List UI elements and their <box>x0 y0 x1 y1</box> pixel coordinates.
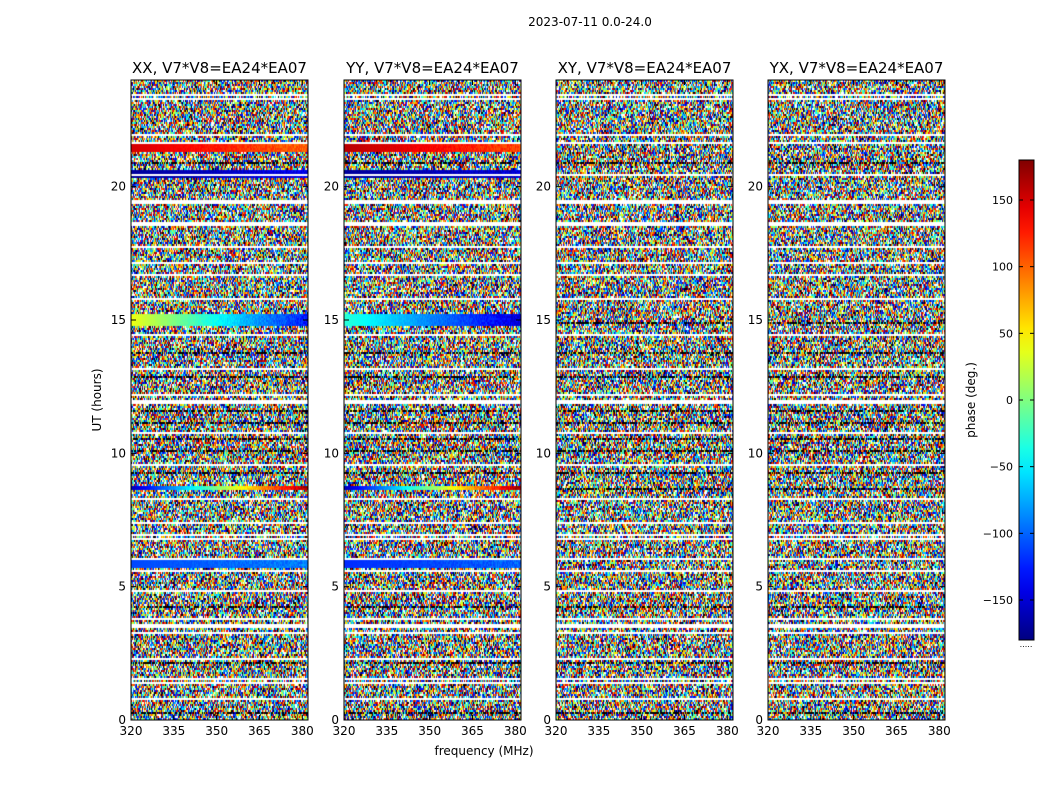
colorbar-tick-label: 0 <box>1006 394 1013 407</box>
panel-title: XY, V7*V8=EA24*EA07 <box>558 59 732 77</box>
panel-frame <box>767 79 946 721</box>
panel-yy: YY, V7*V8=EA24*EA07 320 335 350 365 380 0 5 10 15… <box>324 59 527 738</box>
x-tick-label: 335 <box>375 724 398 738</box>
figure-suptitle: 2023-07-11 0.0-24.0 <box>528 15 652 29</box>
panel-title: YX, V7*V8=EA24*EA07 <box>769 59 944 77</box>
x-tick-label: 335 <box>587 724 610 738</box>
y-tick-label: 15 <box>111 313 126 327</box>
y-tick-label: 5 <box>331 580 339 594</box>
y-tick-label: 5 <box>543 580 551 594</box>
x-tick-label: 380 <box>928 724 951 738</box>
x-tick-label: 380 <box>291 724 314 738</box>
panel-yx: YX, V7*V8=EA24*EA07 320 335 350 365 380 0 5 10 15… <box>748 59 951 738</box>
panel-xy: XY, V7*V8=EA24*EA07 320 335 350 365 380 0 5 10 15… <box>536 59 739 738</box>
y-tick-label: 15 <box>748 313 763 327</box>
y-tick-label: 10 <box>748 446 763 460</box>
x-tick-label: 350 <box>630 724 653 738</box>
x-tick-label: 365 <box>248 724 271 738</box>
x-tick-label: 335 <box>799 724 822 738</box>
x-tick-label: 335 <box>162 724 185 738</box>
y-tick-label: 0 <box>543 713 551 727</box>
panel-frame <box>343 79 522 721</box>
y-tick-label: 0 <box>118 713 126 727</box>
y-tick-label: 20 <box>748 180 763 194</box>
panels-group: XX, V7*V8=EA24*EA07 320 335 350 365 380 0 5 10 15… <box>111 59 951 738</box>
x-tick-label: 320 <box>545 724 568 738</box>
y-tick-label: 0 <box>755 713 763 727</box>
phase-waterfall-image <box>131 80 308 720</box>
y-tick-label: 20 <box>324 180 339 194</box>
x-tick-label: 365 <box>461 724 484 738</box>
y-tick-label: 15 <box>324 313 339 327</box>
x-tick-label: 380 <box>504 724 527 738</box>
y-tick-label: 10 <box>111 446 126 460</box>
panel-xx: XX, V7*V8=EA24*EA07 320 335 350 365 380 0 5 10 15… <box>111 59 314 738</box>
x-tick-label: 365 <box>885 724 908 738</box>
y-tick-label: 15 <box>536 313 551 327</box>
phase-waterfall-image <box>768 80 945 720</box>
y-tick-label: 5 <box>118 580 126 594</box>
y-tick-label: 20 <box>111 180 126 194</box>
colorbar-label: phase (deg.) <box>964 362 978 438</box>
x-tick-label: 320 <box>333 724 356 738</box>
colorbar-footer: ..... <box>1020 640 1033 649</box>
x-tick-label: 320 <box>120 724 143 738</box>
panel-frame <box>130 79 309 721</box>
x-tick-label: 350 <box>842 724 865 738</box>
panel-title: YY, V7*V8=EA24*EA07 <box>345 59 519 77</box>
x-tick-label: 350 <box>418 724 441 738</box>
colorbar-tick-label: 150 <box>992 194 1013 207</box>
y-axis-label: UT (hours) <box>90 368 104 431</box>
phase-waterfall-image <box>556 80 733 720</box>
colorbar-tick-label: −100 <box>983 527 1013 540</box>
x-axis-label: frequency (MHz) <box>434 744 533 758</box>
colorbar: 150 100 50 0 −50 −100 −150 <box>983 159 1035 641</box>
x-tick-label: 320 <box>757 724 780 738</box>
x-tick-label: 365 <box>673 724 696 738</box>
colorbar-tick-label: 50 <box>999 327 1013 340</box>
y-tick-label: 20 <box>536 180 551 194</box>
x-tick-label: 350 <box>205 724 228 738</box>
panel-frame <box>555 79 734 721</box>
x-tick-label: 380 <box>716 724 739 738</box>
colorbar-tick-label: −150 <box>983 594 1013 607</box>
y-tick-label: 5 <box>755 580 763 594</box>
y-tick-label: 10 <box>536 446 551 460</box>
y-tick-label: 10 <box>324 446 339 460</box>
phase-waterfall-image <box>344 80 521 720</box>
colorbar-tick-label: −50 <box>990 461 1013 474</box>
colorbar-tick-label: 100 <box>992 261 1013 274</box>
panel-title: XX, V7*V8=EA24*EA07 <box>132 59 307 77</box>
y-tick-label: 0 <box>331 713 339 727</box>
